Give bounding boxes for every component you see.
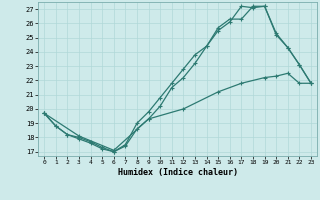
X-axis label: Humidex (Indice chaleur): Humidex (Indice chaleur) [118,168,238,177]
